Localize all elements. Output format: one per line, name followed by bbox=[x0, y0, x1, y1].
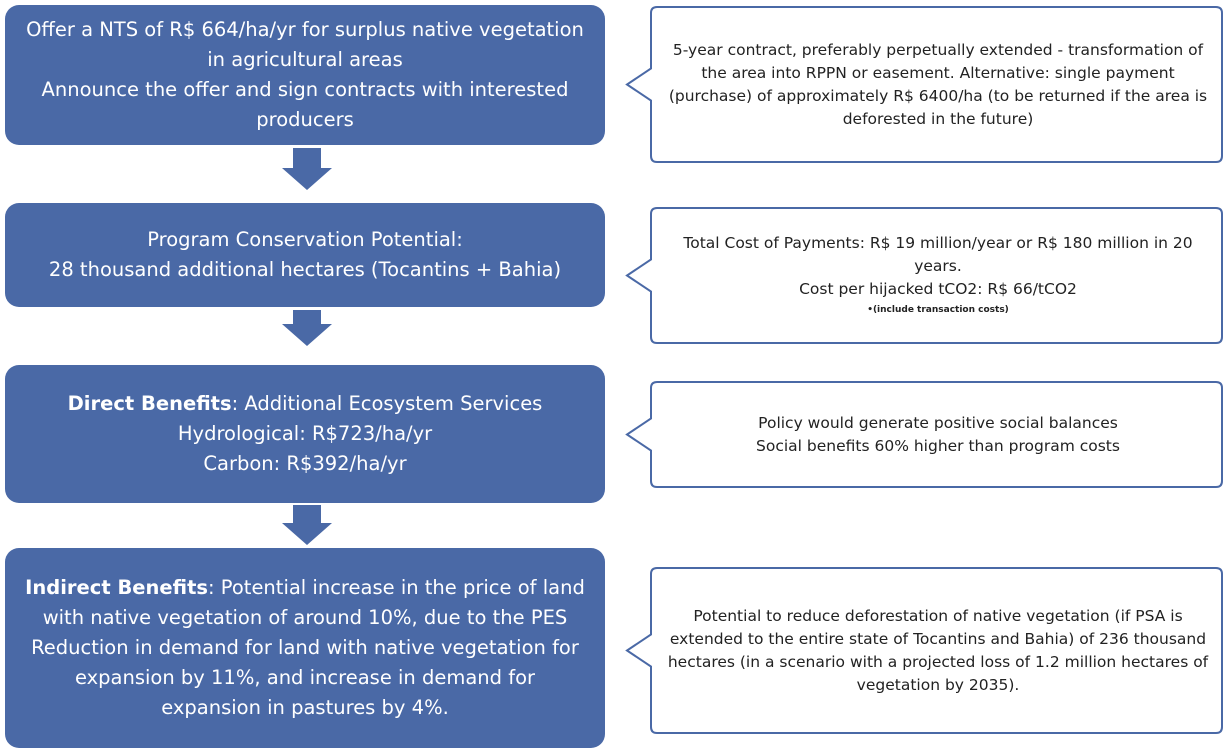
note-line: Policy would generate positive social ba… bbox=[758, 413, 1118, 432]
footnote: •(include transaction costs) bbox=[867, 305, 1009, 315]
step-box bbox=[5, 5, 605, 145]
down-arrow bbox=[282, 310, 332, 346]
step-line: Program Conservation Potential: bbox=[147, 225, 463, 255]
down-arrow bbox=[282, 148, 332, 190]
text: : Additional Ecosystem Services bbox=[231, 392, 543, 415]
callout-text: 5-year contract, preferably perpetually … bbox=[655, 7, 1221, 162]
step-line: Carbon: R$392/ha/yr bbox=[203, 449, 406, 479]
callout-text: Potential to reduce deforestation of nat… bbox=[655, 568, 1221, 733]
callout-box bbox=[625, 567, 1223, 734]
note-line: Total Cost of Payments: R$ 19 million/ye… bbox=[683, 234, 1193, 275]
step-box bbox=[5, 548, 605, 748]
label: Indirect Benefits bbox=[25, 576, 209, 599]
text: : Potential increase in the price of lan… bbox=[42, 576, 585, 629]
step-line: 28 thousand additional hectares (Tocanti… bbox=[49, 255, 561, 285]
step-text: Offer a NTS of R$ 664/ha/yr for surplus … bbox=[5, 5, 605, 145]
text: Carbon: R$392/ha/yr bbox=[203, 452, 407, 475]
step-line: Reduction in demand for land with native… bbox=[23, 633, 587, 723]
note-line: Potential to reduce deforestation of nat… bbox=[667, 606, 1209, 694]
text: Offer a NTS of R$ 664/ha/yr for surplus … bbox=[26, 18, 584, 71]
callout-box bbox=[625, 6, 1223, 163]
callout-box bbox=[625, 207, 1223, 344]
text: 28 thousand additional hectares (Tocanti… bbox=[48, 258, 562, 281]
down-arrow bbox=[282, 505, 332, 545]
note-line: Social benefits 60% higher than program … bbox=[756, 436, 1120, 455]
step-line: Announce the offer and sign contracts wi… bbox=[23, 75, 587, 135]
step-text: Indirect Benefits: Potential increase in… bbox=[5, 548, 605, 748]
callout-text: Policy would generate positive social ba… bbox=[655, 382, 1221, 487]
step-line: Offer a NTS of R$ 664/ha/yr for surplus … bbox=[23, 15, 587, 75]
step-box bbox=[5, 365, 605, 503]
step-line: Direct Benefits: Additional Ecosystem Se… bbox=[68, 389, 543, 419]
label: Direct Benefits bbox=[67, 392, 232, 415]
note-line: Cost per hijacked tCO2: R$ 66/tCO2 bbox=[799, 280, 1077, 298]
callout-text: Total Cost of Payments: R$ 19 million/ye… bbox=[655, 208, 1221, 343]
step-box bbox=[5, 203, 605, 307]
text: Announce the offer and sign contracts wi… bbox=[41, 78, 569, 131]
callout-box bbox=[625, 381, 1223, 488]
note-line: 5-year contract, preferably perpetually … bbox=[668, 40, 1208, 128]
step-text: Direct Benefits: Additional Ecosystem Se… bbox=[5, 365, 605, 503]
step-line: Indirect Benefits: Potential increase in… bbox=[23, 573, 587, 633]
text: Reduction in demand for land with native… bbox=[31, 636, 579, 719]
step-text: Program Conservation Potential: 28 thousa… bbox=[5, 203, 605, 307]
text: Hydrological: R$723/ha/yr bbox=[177, 422, 433, 445]
step-line: Hydrological: R$723/ha/yr bbox=[178, 419, 432, 449]
text: Program Conservation Potential: bbox=[147, 228, 463, 251]
